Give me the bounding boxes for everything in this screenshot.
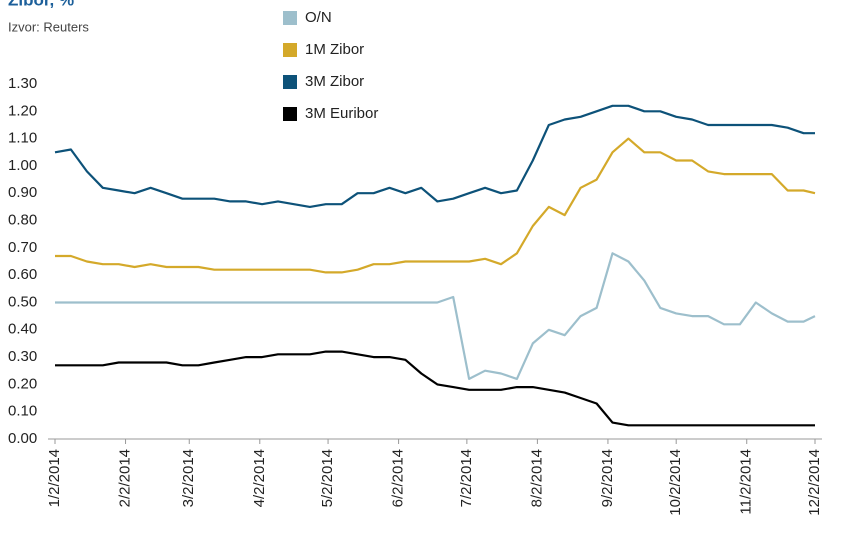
x-tick-label: 10/2/2014 [667,449,684,516]
line [55,252,816,380]
y-tick-label: 1.00 [8,157,37,174]
legend-label: 3M Zibor [305,73,364,90]
y-tick-label: 0.10 [8,403,37,420]
x-tick-label: 9/2/2014 [599,449,616,507]
x-tick-label: 1/2/2014 [46,449,63,507]
x-tick-label: 6/2/2014 [390,449,407,507]
legend-swatch [283,11,297,25]
x-tick-label: 8/2/2014 [528,449,545,507]
legend-swatch [283,75,297,89]
y-tick-label: 0.60 [8,266,37,283]
y-tick-label: 1.30 [8,75,37,92]
x-tick-label: 12/2/2014 [806,449,823,516]
legend-swatch [283,43,297,57]
legend-swatch [283,107,297,121]
line [55,137,816,274]
legend-label: 1M Zibor [305,41,364,58]
x-tick-label: 7/2/2014 [458,449,475,507]
legend-label: O/N [305,9,332,26]
x-tick-label: 3/2/2014 [180,449,197,507]
x-tick-label: 2/2/2014 [117,449,134,507]
y-tick-label: 1.20 [8,102,37,119]
y-tick-label: 0.80 [8,212,37,229]
x-tick-label: 5/2/2014 [319,449,336,507]
line [54,104,815,208]
legend-label: 3M Euribor [305,105,378,122]
y-tick-label: 1.10 [8,130,37,147]
chart-title: Zibor, % [8,0,74,9]
y-tick-label: 0.00 [8,430,37,447]
y-tick-label: 0.30 [8,348,37,365]
line [55,350,815,427]
source: Izvor: Reuters [8,19,89,34]
y-tick-label: 0.70 [8,239,37,256]
x-tick-label: 11/2/2014 [738,449,755,515]
y-tick-label: 0.20 [8,375,37,392]
y-tick-label: 0.90 [8,184,37,201]
y-tick-label: 0.40 [8,321,37,338]
x-tick-label: 4/2/2014 [251,449,268,507]
y-tick-label: 0.50 [8,293,37,310]
